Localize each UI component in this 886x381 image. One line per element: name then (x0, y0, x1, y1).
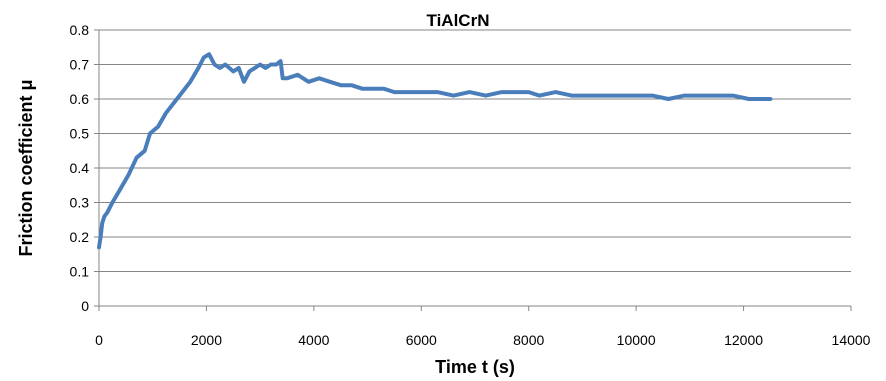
x-tick-label: 2000 (191, 332, 222, 348)
x-tick-label: 4000 (298, 332, 329, 348)
x-axis-ticks: 0 2000 4000 6000 8000 10000 12000 14000 (95, 306, 871, 348)
x-tick-label: 12000 (724, 332, 763, 348)
chart-title: TiAlCrN (427, 11, 490, 30)
y-tick-label: 0.8 (70, 22, 90, 38)
x-tick-label: 14000 (832, 332, 871, 348)
gridlines (99, 29, 851, 272)
y-axis-label: Friction coefficient μ (16, 79, 36, 256)
x-tick-label: 0 (95, 332, 103, 348)
y-tick-label: 0.2 (70, 229, 90, 245)
y-tick-label: 0.6 (70, 91, 90, 107)
x-tick-label: 6000 (406, 332, 437, 348)
y-tick-label: 0.5 (70, 126, 90, 142)
y-tick-label: 0.3 (70, 195, 90, 211)
y-tick-label: 0.4 (70, 160, 90, 176)
x-tick-label: 10000 (617, 332, 656, 348)
y-axis-ticks: 0 0.1 0.2 0.3 0.4 0.5 0.6 0.7 0.8 (70, 22, 99, 314)
y-tick-label: 0.1 (70, 264, 90, 280)
friction-series-line (97, 52, 773, 250)
y-tick-label: 0 (81, 298, 89, 314)
x-tick-label: 8000 (513, 332, 544, 348)
y-tick-label: 0.7 (70, 57, 90, 73)
x-axis-label: Time t (s) (435, 357, 515, 377)
